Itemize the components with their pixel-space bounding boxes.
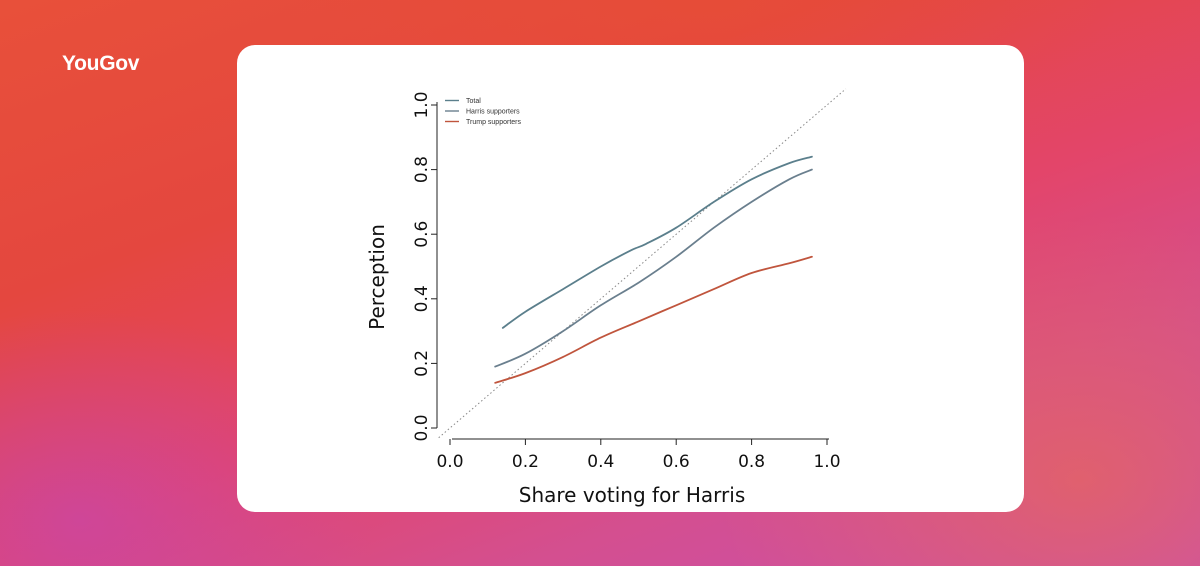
chart-card: 0.0 0.2 0.4 0.6 0.8 1.0 0.0 0.2 0.4 0.6 0.8 1.0 To… <box>237 45 1024 512</box>
y-tick-label: 0.0 <box>412 414 432 441</box>
x-tick-label: 0.2 <box>512 452 539 472</box>
y-tick-label: 0.4 <box>412 285 432 312</box>
chart-frame <box>436 102 829 440</box>
y-tick-label: 0.8 <box>412 156 432 183</box>
y-tick-label: 0.6 <box>412 221 432 248</box>
series-line-harris-supporters <box>494 168 813 368</box>
y-tick-label: 0.2 <box>412 350 432 377</box>
x-tick-label: 0.4 <box>587 452 614 472</box>
series-line-trump-supporters <box>494 255 813 384</box>
yougov-logo: YouGov <box>62 52 140 75</box>
y-tick-label: 1.0 <box>412 91 432 118</box>
y-axis-title: Perception <box>365 224 389 330</box>
reference-diagonal-line <box>438 88 847 439</box>
x-tick-label: 0.0 <box>436 452 463 472</box>
x-tick-label: 1.0 <box>813 452 840 472</box>
line-chart: 0.0 0.2 0.4 0.6 0.8 1.0 0.0 0.2 0.4 0.6 0.8 1.0 To… <box>365 88 847 507</box>
series-line-total <box>501 155 813 329</box>
legend-label: Total <box>466 98 481 105</box>
legend-label: Harris supporters <box>466 109 520 116</box>
legend-label: Trump supporters <box>466 119 521 126</box>
x-axis-title: Share voting for Harris <box>519 483 746 507</box>
x-tick-label: 0.6 <box>663 452 690 472</box>
x-tick-label: 0.8 <box>738 452 765 472</box>
